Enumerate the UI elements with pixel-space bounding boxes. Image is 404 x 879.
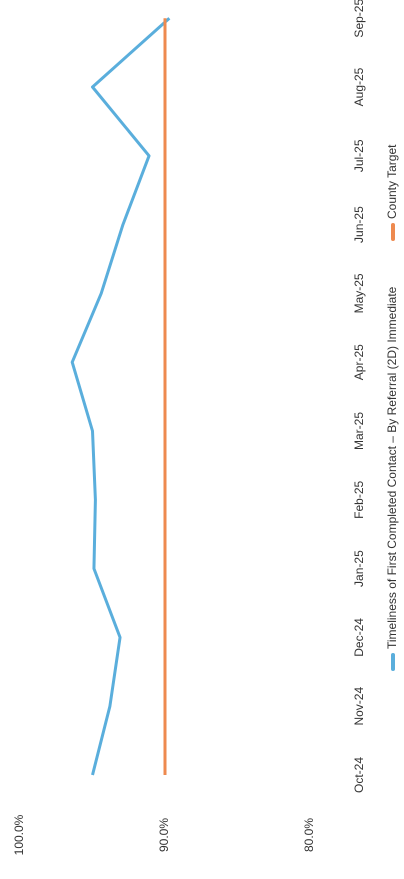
legend-label: County Target xyxy=(385,144,399,219)
series-line xyxy=(70,17,171,776)
x-tick-label: Sep-25 xyxy=(352,0,366,38)
x-tick-label: Aug-25 xyxy=(352,67,366,106)
x-tick-label: Oct-24 xyxy=(352,757,366,793)
legend-label: Timeliness of First Completed Contact – … xyxy=(385,286,399,649)
x-tick-label: May-25 xyxy=(352,273,366,313)
rotated-chart: 80.0% 90.0% 100.0% Oct-24 Nov-24 Dec-24 Jan-25… xyxy=(12,0,399,855)
x-tick-label: Dec-24 xyxy=(352,618,366,657)
x-tick-label: Apr-25 xyxy=(352,344,366,380)
x-tick-label: Mar-25 xyxy=(352,412,366,450)
x-tick-label: Feb-25 xyxy=(352,480,366,518)
x-tick-label: Jun-25 xyxy=(352,206,366,243)
x-tick-label: Nov-24 xyxy=(352,687,366,726)
x-tick-label: Jan-25 xyxy=(352,550,366,587)
y-tick-label: 100.0% xyxy=(12,814,26,855)
y-tick-label: 80.0% xyxy=(302,818,316,852)
y-tick-label: 90.0% xyxy=(157,818,171,852)
x-tick-label: Jul-25 xyxy=(352,139,366,172)
